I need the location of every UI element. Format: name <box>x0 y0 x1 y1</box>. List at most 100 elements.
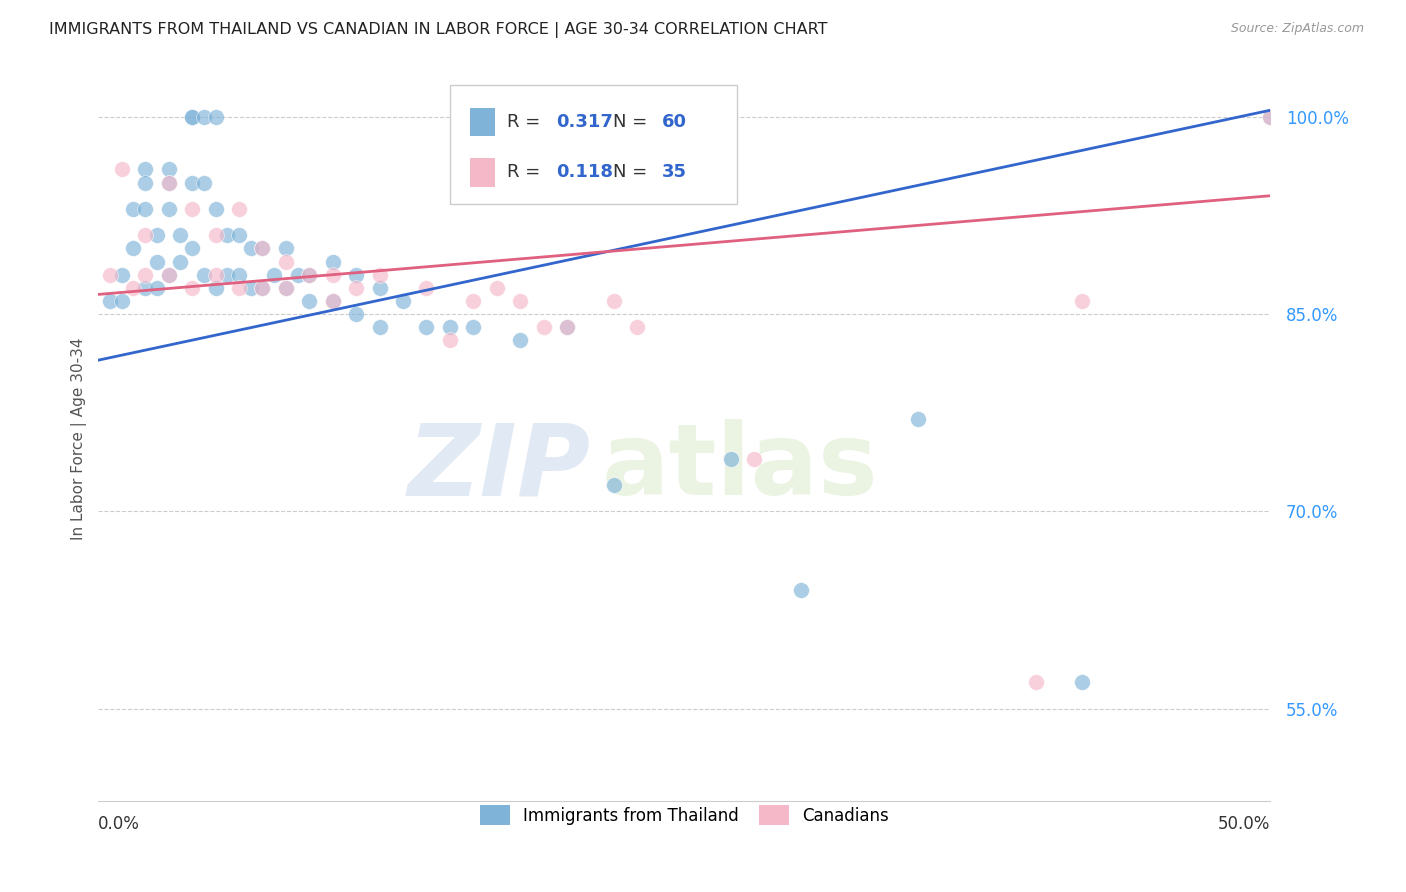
Point <box>252 281 274 295</box>
Text: 50.0%: 50.0% <box>1218 815 1270 833</box>
Point <box>555 320 578 334</box>
Point <box>98 268 121 282</box>
Point <box>204 110 226 124</box>
Point <box>134 228 156 243</box>
Point <box>193 268 215 282</box>
Point <box>274 241 297 255</box>
Point <box>157 176 180 190</box>
Point <box>252 241 274 255</box>
Point <box>298 293 321 308</box>
Point <box>603 478 626 492</box>
Point <box>111 293 134 308</box>
Point <box>169 254 191 268</box>
Point <box>252 241 274 255</box>
Point <box>274 281 297 295</box>
Point <box>228 202 250 216</box>
Point <box>274 254 297 268</box>
Point <box>298 268 321 282</box>
Point <box>720 451 742 466</box>
Text: N =: N = <box>613 163 652 181</box>
Point <box>368 281 391 295</box>
Point <box>392 293 415 308</box>
Text: Source: ZipAtlas.com: Source: ZipAtlas.com <box>1230 22 1364 36</box>
Point <box>744 451 766 466</box>
Point <box>217 268 239 282</box>
Point <box>228 281 250 295</box>
Point <box>146 281 169 295</box>
Point <box>626 320 648 334</box>
Point <box>204 202 226 216</box>
FancyBboxPatch shape <box>450 85 737 204</box>
Point <box>217 228 239 243</box>
Point <box>134 281 156 295</box>
Point <box>344 281 367 295</box>
Point <box>344 268 367 282</box>
Legend: Immigrants from Thailand, Canadians: Immigrants from Thailand, Canadians <box>472 798 896 832</box>
Y-axis label: In Labor Force | Age 30-34: In Labor Force | Age 30-34 <box>72 338 87 541</box>
Point <box>134 176 156 190</box>
Point <box>181 281 204 295</box>
Point <box>368 268 391 282</box>
Point <box>193 110 215 124</box>
Text: ZIP: ZIP <box>408 419 591 516</box>
Point <box>1258 110 1281 124</box>
Point <box>228 228 250 243</box>
Point <box>1071 293 1094 308</box>
Point <box>274 281 297 295</box>
Point <box>204 281 226 295</box>
Text: 35: 35 <box>662 163 688 181</box>
Point <box>157 176 180 190</box>
Point <box>228 268 250 282</box>
Point <box>181 176 204 190</box>
Point <box>193 176 215 190</box>
Point <box>111 268 134 282</box>
Point <box>98 293 121 308</box>
Point <box>204 228 226 243</box>
Point <box>252 281 274 295</box>
Point <box>322 254 344 268</box>
Point <box>463 293 485 308</box>
Point <box>344 307 367 321</box>
FancyBboxPatch shape <box>470 108 495 136</box>
Point <box>1071 675 1094 690</box>
Point <box>169 228 191 243</box>
Text: R =: R = <box>508 163 546 181</box>
Point <box>415 320 437 334</box>
Text: R =: R = <box>508 113 546 131</box>
Point <box>485 281 508 295</box>
Point <box>322 293 344 308</box>
Point <box>439 334 461 348</box>
Text: 60: 60 <box>662 113 688 131</box>
Point <box>415 281 437 295</box>
Point <box>146 254 169 268</box>
Point <box>439 320 461 334</box>
Point <box>463 320 485 334</box>
FancyBboxPatch shape <box>470 158 495 187</box>
Point <box>157 202 180 216</box>
Point <box>157 268 180 282</box>
Point <box>287 268 309 282</box>
Point <box>790 583 813 598</box>
Point <box>181 110 204 124</box>
Point <box>181 110 204 124</box>
Point <box>322 293 344 308</box>
Point <box>122 241 145 255</box>
Point <box>157 162 180 177</box>
Text: atlas: atlas <box>602 419 879 516</box>
Point <box>181 202 204 216</box>
Point <box>533 320 555 334</box>
Point <box>111 162 134 177</box>
Point <box>134 268 156 282</box>
Point <box>298 268 321 282</box>
Text: 0.317: 0.317 <box>557 113 613 131</box>
Point <box>239 281 262 295</box>
Point <box>239 241 262 255</box>
Point <box>134 202 156 216</box>
Point <box>1258 110 1281 124</box>
Point <box>603 293 626 308</box>
Text: IMMIGRANTS FROM THAILAND VS CANADIAN IN LABOR FORCE | AGE 30-34 CORRELATION CHAR: IMMIGRANTS FROM THAILAND VS CANADIAN IN … <box>49 22 828 38</box>
Point <box>368 320 391 334</box>
Text: N =: N = <box>613 113 652 131</box>
Point <box>509 334 531 348</box>
Point <box>263 268 285 282</box>
